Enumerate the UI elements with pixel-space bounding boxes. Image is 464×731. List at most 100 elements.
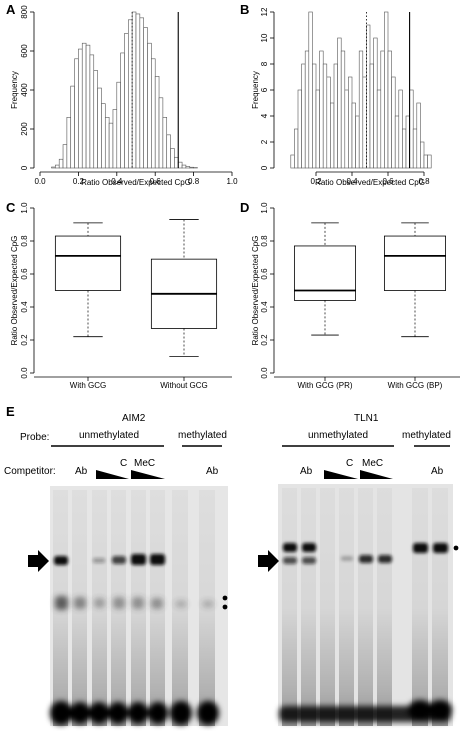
histogram-bar <box>97 87 102 169</box>
histogram-bar <box>51 166 56 169</box>
histogram-bar <box>181 164 187 169</box>
x-tick-label: 0.4 <box>346 177 358 186</box>
histogram-bar <box>384 11 389 169</box>
y-tick-label: 8 <box>260 61 269 66</box>
histogram-bar <box>78 48 83 169</box>
gel-right-ab-label-1: Ab <box>300 466 313 477</box>
y-tick-label: 0.4 <box>20 301 29 313</box>
histogram-bar <box>166 134 171 169</box>
panel-label-d: D <box>240 200 249 215</box>
gel-left-arrow-icon <box>28 550 49 572</box>
box-iqr <box>54 235 122 291</box>
gel-panel-e: Probe: Competitor: AIM2 unmethylated met… <box>4 413 459 726</box>
gel-image-tln1 <box>278 484 453 726</box>
y-tick-label: 1.0 <box>260 202 269 214</box>
gel-right-methylated-label: methylated <box>402 430 451 441</box>
histogram-bar <box>348 76 353 169</box>
y-tick-label: 0.4 <box>260 301 269 313</box>
histogram-bar <box>189 166 194 169</box>
gel-right-c-wedge <box>324 470 358 479</box>
histogram-bar <box>139 17 144 169</box>
histogram-bar <box>108 122 114 169</box>
x-tick-label: 0.8 <box>418 177 430 186</box>
histogram-bar <box>177 161 183 169</box>
histogram-bar <box>162 117 168 169</box>
histogram-bar <box>402 128 407 169</box>
boxplot-panel-d: 0.0 0.2 0.4 0.6 0.8 1.0 Ratio Observed/Expecte… <box>251 202 460 390</box>
y-tick-label: 800 <box>20 5 29 19</box>
x-category-label: With GCG (PR) <box>297 381 352 390</box>
histogram-bar <box>304 50 310 169</box>
y-tick-label: 0.6 <box>260 268 269 280</box>
histogram-bar <box>104 117 110 169</box>
x-tick-label: 0.8 <box>188 177 200 186</box>
gel-left-ab-label-1: Ab <box>75 466 88 477</box>
histogram-bar <box>151 58 156 169</box>
gel-image-aim2 <box>50 486 228 726</box>
histogram-bar <box>337 37 342 169</box>
histogram-bar <box>62 144 68 169</box>
y-axis-label: Ratio Observed/Expected CpG <box>251 236 260 346</box>
histogram-bar <box>373 37 378 169</box>
panel-label-e: E <box>6 404 15 419</box>
x-axis-label: Ratio Observed/Expected CpG <box>81 178 191 187</box>
gel-right-c-label: C <box>346 458 353 469</box>
gel-left-c-wedge <box>96 470 129 479</box>
x-tick-label: 0.4 <box>111 177 123 186</box>
histogram-bar <box>416 102 421 169</box>
y-tick-label: 0.0 <box>260 367 269 379</box>
y-tick-label: 0.6 <box>20 268 29 280</box>
histogram-bar <box>170 148 175 169</box>
y-axis-label: Frequency <box>10 71 19 109</box>
y-tick-label: 4 <box>260 113 269 118</box>
histogram-bar <box>344 89 349 169</box>
gel-right-mec-wedge <box>360 470 393 479</box>
competitor-label: Competitor: <box>4 466 56 477</box>
histogram-bar <box>398 89 403 169</box>
histogram-bar <box>358 50 364 169</box>
gel-right-dot-icon <box>453 545 459 551</box>
box-iqr <box>293 245 356 301</box>
histogram-bar <box>391 76 396 169</box>
histogram-bar <box>128 19 133 169</box>
y-tick-label: 12 <box>260 7 269 16</box>
x-tick-label: 1.0 <box>226 177 238 186</box>
histogram-bar <box>319 50 324 169</box>
histogram-bar <box>174 156 179 169</box>
y-tick-label: 0.0 <box>20 367 29 379</box>
panel-label-c: C <box>6 200 16 215</box>
y-tick-label: 0.8 <box>260 235 269 247</box>
x-category-label: With GCG (BP) <box>388 381 443 390</box>
gel-right-arrow-icon <box>258 550 279 572</box>
histogram-bar <box>394 115 400 169</box>
histogram-bar <box>81 42 87 169</box>
histogram-bar <box>185 166 191 169</box>
x-tick-label: 0.6 <box>150 177 162 186</box>
histogram-bar <box>58 158 64 169</box>
x-category-label: Without GCG <box>160 381 208 390</box>
histogram-bar <box>369 63 374 169</box>
x-tick-label: 0.2 <box>73 177 85 186</box>
gel-left-mec-label: MeC <box>134 458 155 469</box>
y-tick-label: 0 <box>260 165 269 170</box>
histogram-bar <box>351 102 356 169</box>
gel-left-ab-label-2: Ab <box>206 466 219 477</box>
histogram-bar <box>380 50 385 169</box>
histogram-bar <box>93 70 98 169</box>
histogram-bar <box>362 76 367 169</box>
histogram-bar <box>315 89 320 169</box>
probe-label: Probe: <box>20 432 49 443</box>
histogram-bar <box>101 103 106 169</box>
histogram-bar <box>366 24 371 169</box>
gel-left-dot-icon-1 <box>222 595 228 601</box>
histogram-bar <box>124 33 129 169</box>
histogram-bar <box>297 89 302 169</box>
gel-left-mec-wedge <box>131 470 165 479</box>
histogram-bar <box>66 117 72 169</box>
histogram-bar <box>312 63 317 169</box>
histogram-bar <box>412 128 418 169</box>
histogram-bar <box>74 58 79 169</box>
x-tick-label: 0.2 <box>310 177 322 186</box>
